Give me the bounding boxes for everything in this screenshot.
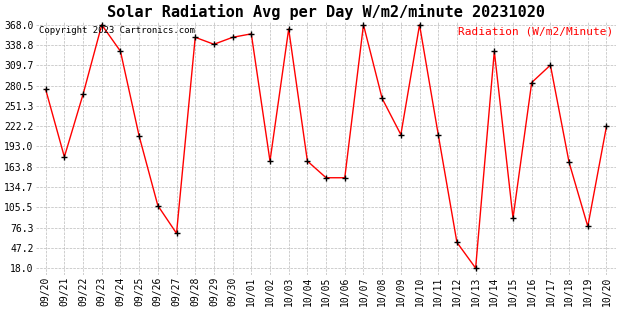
Text: Copyright 2023 Cartronics.com: Copyright 2023 Cartronics.com: [39, 26, 195, 35]
Text: Radiation (W/m2/Minute): Radiation (W/m2/Minute): [458, 26, 613, 36]
Title: Solar Radiation Avg per Day W/m2/minute 20231020: Solar Radiation Avg per Day W/m2/minute …: [107, 4, 545, 20]
